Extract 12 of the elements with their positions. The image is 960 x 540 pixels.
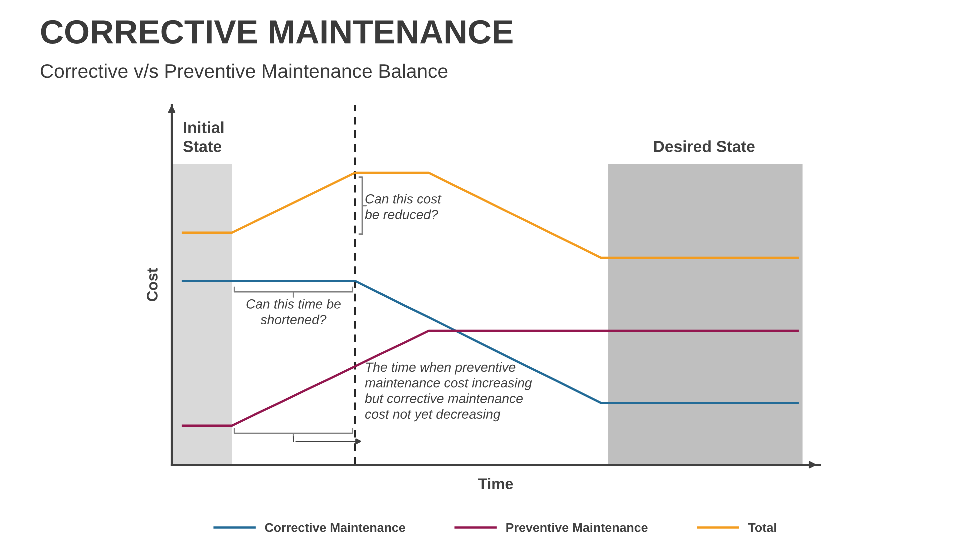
chart-subtitle: Corrective v/s Preventive Maintenance Balance: [40, 64, 448, 78]
annotation: Can this time be shortened?: [246, 299, 341, 325]
legend-label: Preventive Maintenance: [506, 523, 648, 532]
text: Desired State: [654, 140, 755, 152]
legend-label: Total: [748, 523, 776, 532]
annotation: The time when preventive maintenance cost increasing but corrective maintenance cost not yet decreasing: [365, 362, 532, 422]
text: Initial State: [184, 122, 224, 152]
x-axis-title: Time: [478, 478, 514, 490]
legend-label: Corrective Maintenance: [265, 523, 406, 532]
annotation: Can this cost be reduced?: [365, 194, 442, 220]
y-axis-title: Cost: [147, 268, 158, 302]
chart-title: CORRECTIVE MAINTENANCE: [41, 20, 513, 44]
